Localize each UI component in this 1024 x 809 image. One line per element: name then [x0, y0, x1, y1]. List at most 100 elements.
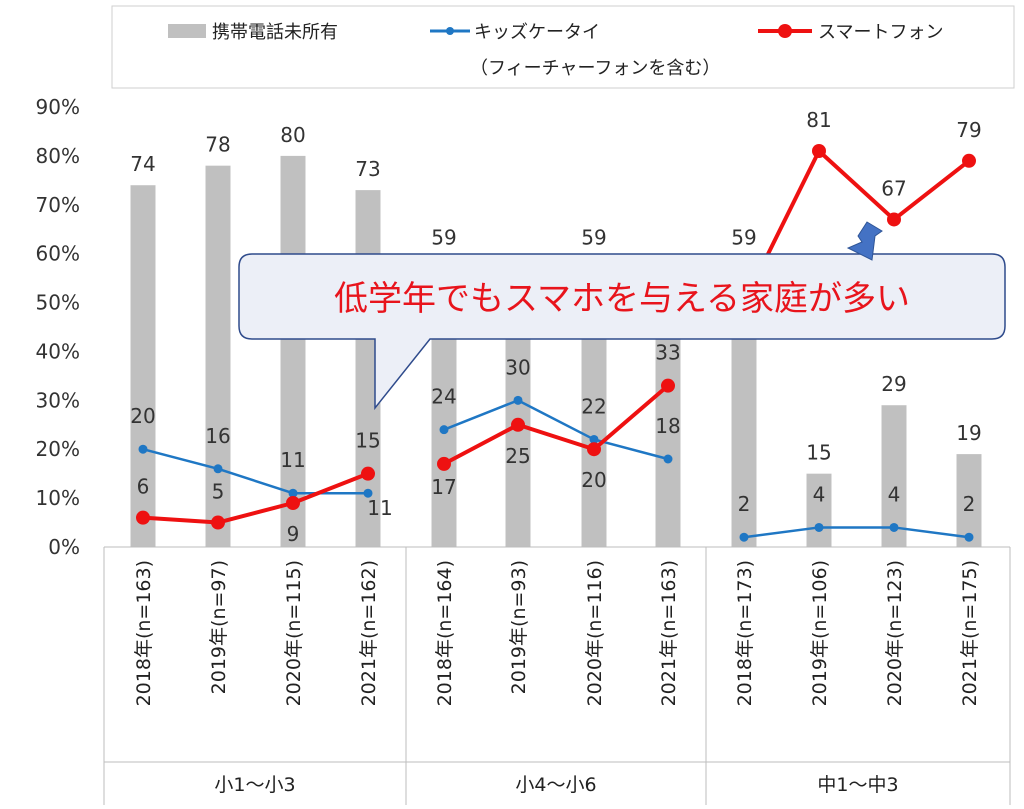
y-tick-label: 0%	[48, 535, 80, 559]
bar-data-label: 19	[956, 421, 981, 445]
legend-box	[111, 5, 1015, 89]
bar-data-label: 59	[581, 226, 606, 250]
bar-no-phone	[205, 165, 231, 547]
x-category-label: 2018年(n=173)	[734, 560, 756, 706]
bar-data-label: 73	[355, 157, 380, 181]
line-data-label: 20	[581, 468, 606, 492]
bar-data-label: 29	[881, 372, 906, 396]
line-data-label: 25	[505, 444, 530, 468]
x-category-label: 2019年(n=93)	[508, 560, 530, 694]
point-smartphone	[511, 417, 525, 432]
legend-label-no-phone: 携帯電話未所有	[212, 22, 338, 43]
point-kids-phone	[739, 532, 749, 542]
callout: 低学年でもスマホを与える家庭が多い	[238, 221, 1006, 411]
bar-data-label: 74	[130, 152, 155, 176]
y-tick-label: 10%	[36, 486, 80, 510]
point-smartphone	[587, 442, 601, 457]
point-smartphone	[437, 456, 451, 471]
point-kids-phone	[213, 464, 223, 474]
point-kids-phone	[589, 434, 599, 444]
point-kids-phone	[138, 444, 148, 454]
callout-arrow-icon	[846, 221, 883, 261]
legend-label-kids: キッズケータイ	[474, 22, 600, 43]
bar-data-label: 78	[205, 133, 230, 157]
y-tick-label: 30%	[36, 388, 80, 412]
x-category-label: 2021年(n=162)	[358, 560, 380, 706]
point-smartphone	[211, 515, 225, 530]
line-data-label: 4	[813, 482, 826, 506]
point-kids-phone	[964, 532, 974, 542]
bar-data-label: 80	[280, 123, 305, 147]
point-kids-phone	[814, 522, 824, 532]
line-data-label: 33	[655, 341, 680, 365]
bar-no-phone	[806, 473, 832, 547]
line-kids-phone	[142, 448, 368, 495]
x-category-label: 2020年(n=123)	[884, 560, 906, 706]
point-smartphone	[136, 510, 150, 525]
x-category-label: 2019年(n=97)	[208, 560, 230, 694]
line-data-label: 20	[130, 404, 155, 428]
legend-marker-kids	[446, 27, 454, 35]
point-kids-phone	[439, 425, 449, 435]
legend-swatch-bar	[168, 24, 206, 38]
line-data-label: 2	[738, 492, 751, 516]
bar-data-label: 15	[806, 441, 831, 465]
point-kids-phone	[513, 395, 523, 405]
y-tick-label: 60%	[36, 242, 80, 266]
callout-bubble	[238, 253, 1006, 411]
bar-data-label: 59	[731, 226, 756, 250]
y-tick-label: 50%	[36, 291, 80, 315]
line-data-label: 17	[431, 475, 456, 499]
bars	[130, 155, 982, 547]
line-data-label: 11	[367, 496, 392, 520]
bar-no-phone	[130, 185, 156, 547]
line-data-label: 6	[137, 475, 150, 499]
line-data-label: 30	[505, 355, 530, 379]
line-smartphone	[142, 471, 369, 525]
x-group-label: 小1～小3	[214, 774, 295, 796]
legend-label-smart: スマートフォン	[818, 22, 943, 43]
bar-no-phone	[280, 155, 306, 547]
legend-marker-smart	[778, 24, 792, 38]
point-kids-phone	[363, 488, 373, 498]
y-tick-label: 90%	[36, 95, 80, 119]
bar-labels: 74 78 80 73 59 59 59 15 29 19	[130, 123, 981, 465]
line-data-label: 81	[806, 108, 831, 132]
x-category-label: 2019年(n=106)	[809, 560, 831, 706]
x-category-label: 2018年(n=163)	[133, 560, 155, 706]
line-data-label: 15	[355, 429, 380, 453]
y-tick-label: 70%	[36, 193, 80, 217]
line-data-label: 67	[881, 176, 906, 200]
x-category-label: 2018年(n=164)	[434, 560, 456, 706]
line-kids-phone	[743, 526, 970, 539]
legend: 携帯電話未所有 キッズケータイ （フィーチャーフォンを含む） スマートフォン	[111, 5, 1015, 89]
point-smartphone	[812, 144, 826, 158]
point-smartphone	[661, 378, 675, 393]
bar-no-phone	[655, 327, 681, 547]
line-data-label: 24	[431, 385, 456, 409]
point-smartphone	[361, 466, 375, 481]
bar-no-phone	[505, 327, 531, 547]
x-group-label: 中1～中3	[817, 774, 898, 796]
line-data-label: 11	[280, 448, 305, 472]
line-data-label: 18	[655, 414, 680, 438]
point-smartphone	[962, 153, 976, 168]
y-tick-label: 20%	[36, 437, 80, 461]
line-data-label: 5	[212, 480, 225, 504]
line-data-label: 22	[581, 394, 606, 418]
y-tick-label: 80%	[36, 144, 80, 168]
callout-text: 低学年でもスマホを与える家庭が多い	[334, 279, 910, 319]
line-data-label: 2	[963, 492, 976, 516]
point-smartphone	[286, 496, 300, 510]
line-kids-phone	[443, 399, 669, 461]
line-data-label: 16	[205, 424, 230, 448]
line-smartphone	[443, 384, 670, 466]
line-data-label: 79	[956, 118, 981, 142]
line-data-label: 4	[888, 482, 901, 506]
legend-subtext-kids: （フィーチャーフォンを含む）	[470, 58, 720, 79]
bar-no-phone	[956, 454, 982, 547]
x-category-label: 2021年(n=163)	[658, 560, 680, 706]
y-tick-label: 40%	[36, 339, 80, 363]
